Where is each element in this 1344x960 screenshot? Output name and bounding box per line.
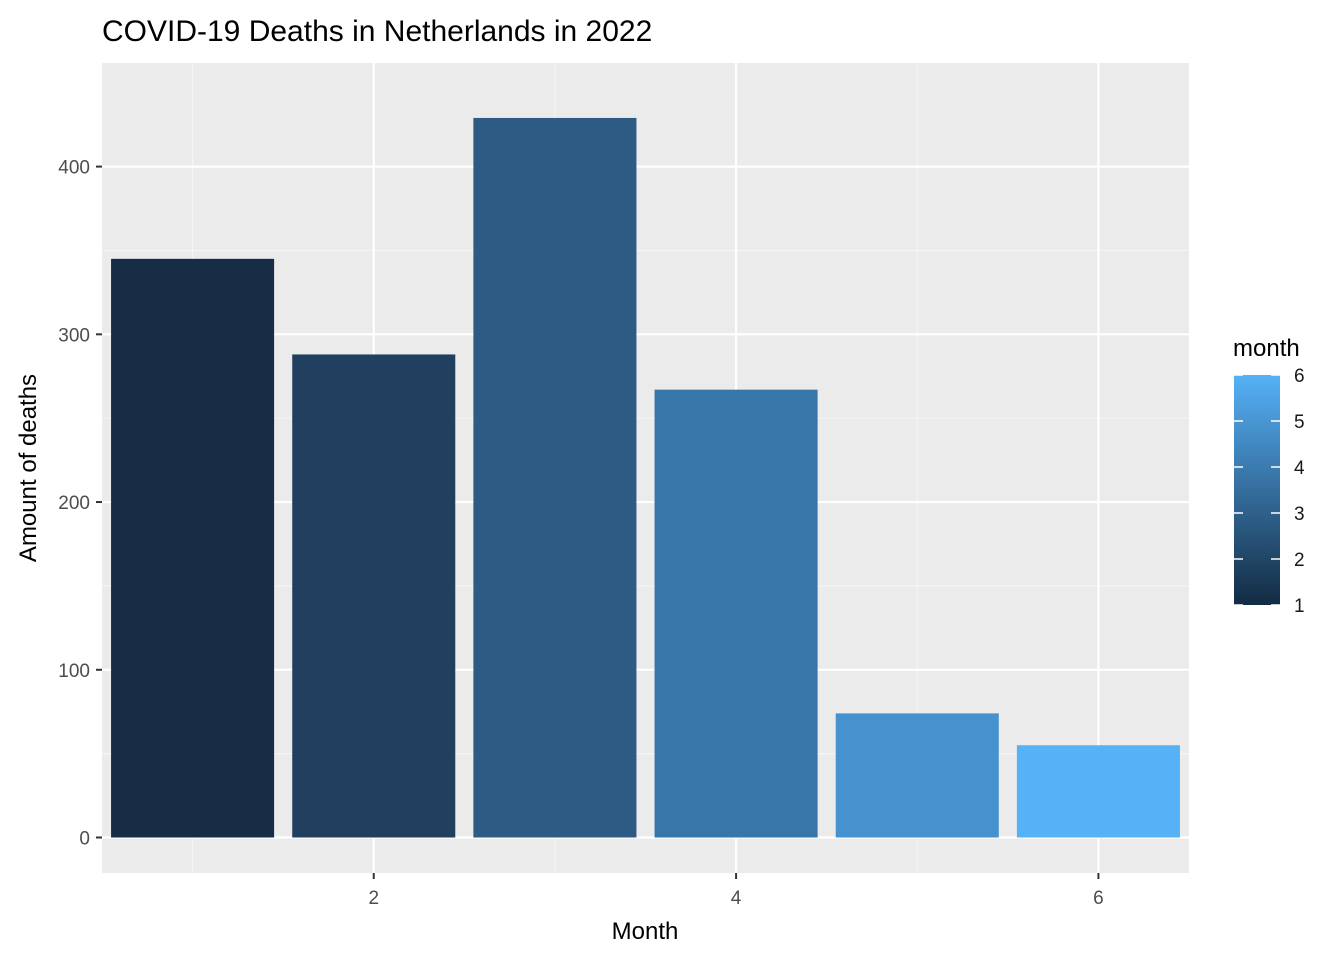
bar-month-3 bbox=[473, 117, 637, 838]
bar-month-4 bbox=[654, 389, 818, 838]
y-axis: 0 100 200 300 400 bbox=[58, 158, 102, 850]
plot-panel bbox=[102, 63, 1189, 873]
legend: month 1 2 3 4 5 6 bbox=[1233, 335, 1305, 617]
legend-tick-label: 2 bbox=[1294, 550, 1305, 571]
x-tick-label: 4 bbox=[731, 888, 742, 909]
legend-tick-label: 5 bbox=[1294, 412, 1305, 433]
x-axis-title: Month bbox=[612, 918, 679, 945]
y-tick-label: 200 bbox=[58, 493, 90, 514]
y-tick-label: 0 bbox=[79, 829, 90, 850]
bar-month-6 bbox=[1016, 745, 1180, 838]
bar-month-2 bbox=[292, 354, 456, 838]
x-tick-label: 6 bbox=[1093, 888, 1104, 909]
bar-month-5 bbox=[835, 713, 999, 838]
grid-major bbox=[102, 63, 1189, 873]
bars bbox=[111, 117, 1180, 838]
legend-tick-label: 6 bbox=[1294, 366, 1305, 387]
y-axis-title: Amount of deaths bbox=[15, 374, 42, 562]
y-tick-label: 300 bbox=[58, 325, 90, 346]
legend-tick-label: 3 bbox=[1294, 504, 1305, 525]
y-tick-label: 100 bbox=[58, 661, 90, 682]
x-tick-label: 2 bbox=[368, 888, 379, 909]
legend-tick-label: 1 bbox=[1294, 596, 1305, 617]
legend-tick-label: 4 bbox=[1294, 458, 1305, 479]
legend-ticks: 1 2 3 4 5 6 bbox=[1234, 366, 1305, 617]
y-tick-label: 400 bbox=[58, 158, 90, 179]
x-axis: 2 4 6 bbox=[368, 873, 1104, 909]
chart-title: COVID-19 Deaths in Netherlands in 2022 bbox=[102, 15, 652, 48]
legend-title: month bbox=[1233, 335, 1300, 362]
legend-colorbar bbox=[1234, 375, 1280, 605]
bar-month-1 bbox=[111, 258, 275, 838]
